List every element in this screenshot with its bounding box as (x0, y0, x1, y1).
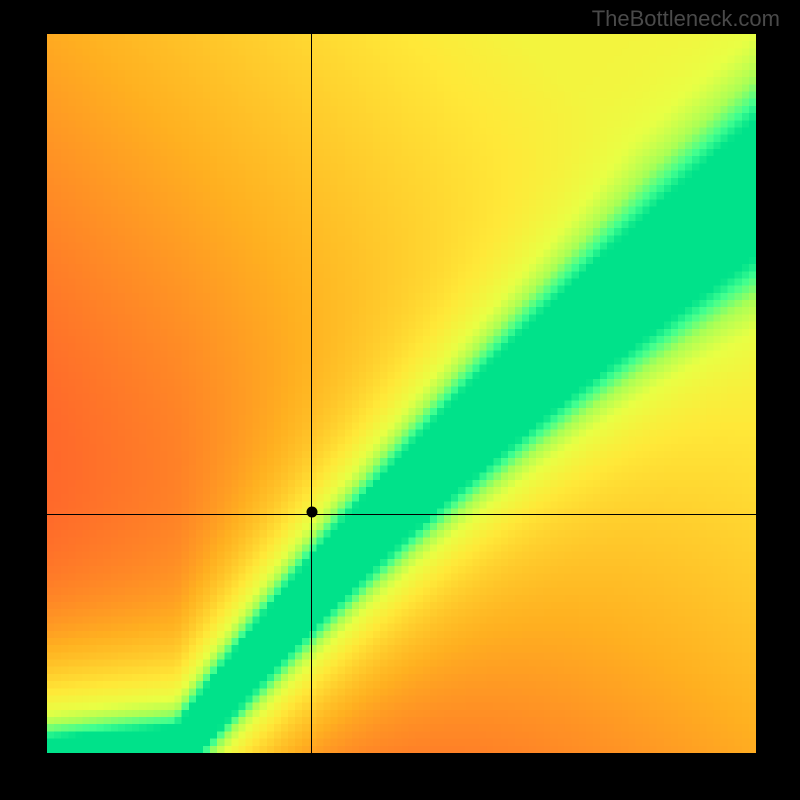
bottleneck-heatmap-canvas (47, 34, 756, 753)
crosshair-vertical (311, 34, 312, 753)
crosshair-horizontal (47, 514, 756, 515)
watermark-text: TheBottleneck.com (592, 6, 780, 32)
selection-marker-dot (307, 507, 318, 518)
heatmap-plot-area (47, 34, 756, 753)
